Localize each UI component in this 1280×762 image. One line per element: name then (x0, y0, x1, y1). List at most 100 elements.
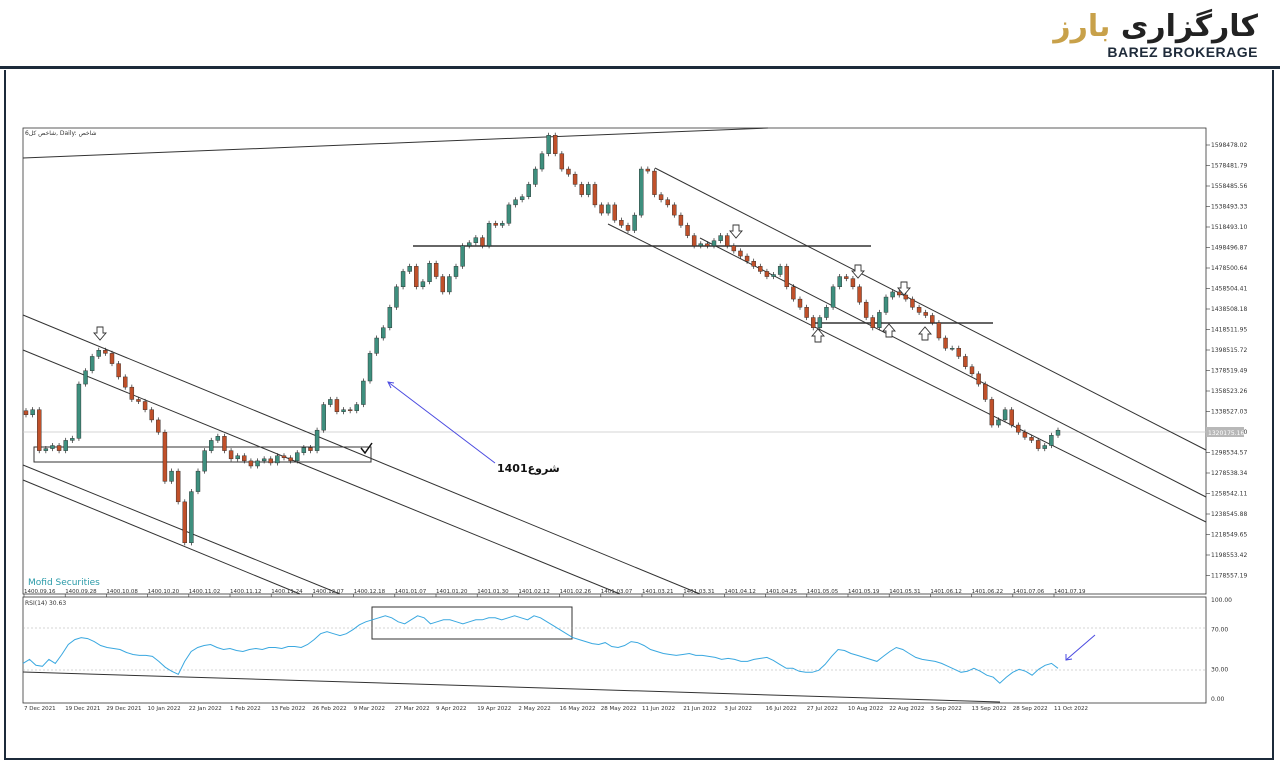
candle-body (559, 153, 565, 170)
gregorian-date-label: 3 Jul 2022 (724, 706, 752, 712)
candle-body (261, 458, 267, 462)
candle-body (579, 184, 584, 195)
symbol-label: شاخص کل6, Daily: شاخص (25, 130, 96, 137)
candle-body (129, 386, 135, 400)
candle-body (156, 419, 161, 433)
candle-body (328, 399, 333, 405)
candle-body (619, 220, 624, 226)
candle-body (632, 214, 637, 231)
candle-body (506, 204, 512, 224)
candle-body (969, 366, 975, 375)
candle-body (70, 438, 75, 441)
candle-body (43, 448, 49, 451)
candle-body (996, 419, 1001, 426)
candle-body (195, 470, 201, 492)
candle-body (513, 199, 518, 206)
candle-body (381, 327, 386, 339)
arrow-down-icon (93, 326, 107, 341)
down-channel-mid (699, 237, 1207, 498)
candle-body (824, 307, 829, 318)
candle-body (149, 409, 154, 421)
price-tick-label: 1338527.03 (1211, 409, 1247, 416)
candle-body (136, 399, 141, 402)
price-tick-label: 1518493.10 (1211, 224, 1247, 231)
candle-body (56, 445, 62, 451)
date-tick-label: 1401.03.07 (601, 589, 633, 595)
brand-name-fa: کارگزاری بارز (1053, 10, 1258, 44)
date-tick-label: 1401.03.31 (683, 589, 715, 595)
candle-body (486, 223, 492, 247)
price-tick-label: 1218549.65 (1211, 532, 1247, 539)
candle-body (526, 184, 531, 197)
price-tick-label: 1558485.56 (1211, 183, 1247, 190)
date-tick-label: 1400.11.02 (189, 589, 221, 595)
price-tick-label: 1198553.42 (1211, 552, 1247, 559)
gregorian-date-label: 11 Jun 2022 (642, 706, 675, 712)
candle-body (936, 322, 942, 339)
candle-body (189, 491, 194, 544)
candle-body (76, 383, 82, 439)
candle-body (764, 271, 770, 277)
candle-body (691, 235, 697, 247)
arrow-up-icon (882, 323, 896, 338)
rsi-series-line (22, 615, 1059, 684)
price-tick-label: 1238545.88 (1211, 511, 1247, 518)
candle-body (275, 455, 280, 464)
gregorian-date-label: 7 Dec 2021 (24, 706, 56, 712)
start-arrow-line (387, 381, 496, 464)
trendlines (22, 127, 1207, 703)
candle-body (784, 266, 789, 288)
gregorian-date-label: 22 Jan 2022 (189, 706, 222, 712)
candle-body (347, 409, 353, 411)
gregorian-date-label: 11 Oct 2022 (1054, 706, 1088, 712)
gregorian-date-label: 21 Jun 2022 (683, 706, 716, 712)
candle-body (268, 458, 273, 464)
candle-body (301, 447, 307, 453)
candle-body (698, 243, 703, 247)
candle-body (314, 429, 320, 451)
gregorian-date-label: 27 Jul 2022 (807, 706, 838, 712)
date-tick-label: 1401.02.26 (560, 589, 592, 595)
candle-body (844, 276, 849, 279)
candle-body (903, 294, 909, 300)
candle-body (387, 307, 393, 328)
watermark: Mofid Securities (28, 578, 100, 588)
candle-body (956, 348, 961, 357)
candle-body (539, 153, 545, 170)
rsi-arrow-line (1065, 634, 1096, 661)
candle-body (1002, 409, 1008, 421)
candle-body (949, 348, 955, 350)
rsi-tick-label: 70.00 (1211, 627, 1228, 634)
candle-body (553, 135, 558, 154)
candle-body (420, 281, 426, 288)
last-price-label: 1320175.16 (1208, 430, 1244, 437)
date-tick-label: 1401.05.19 (848, 589, 880, 595)
candle-body (235, 455, 240, 460)
blue-arrows (387, 381, 1096, 661)
candle-body (182, 501, 187, 544)
candle-body (215, 436, 221, 441)
price-tick-label: 1438508.18 (1211, 306, 1247, 313)
candle-body (1022, 432, 1028, 438)
candle-body (1016, 424, 1021, 433)
candle-body (96, 350, 101, 357)
candle-body (123, 376, 128, 388)
candle-body (374, 337, 379, 354)
candle-body (625, 225, 631, 231)
candle-body (989, 399, 995, 426)
candle-body (1009, 409, 1014, 426)
candle-body (665, 199, 670, 206)
candle-body (811, 317, 816, 328)
brand-name-fa-prefix: کارگزاری (1120, 9, 1258, 44)
candle-body (281, 455, 287, 459)
rsi-label: RSI(14) 30.63 (25, 600, 66, 607)
rsi-tick-label: 100.00 (1211, 597, 1232, 604)
date-tick-label: 1400.09.28 (65, 589, 97, 595)
candle-body (718, 235, 723, 241)
gregorian-date-label: 16 May 2022 (560, 706, 596, 712)
candle-body (599, 204, 604, 214)
date-tick-label: 1400.10.08 (106, 589, 138, 595)
gregorian-date-label: 27 Mar 2022 (395, 706, 430, 712)
date-tick-label: 1401.04.12 (724, 589, 756, 595)
arrow-up-icon (811, 328, 825, 343)
